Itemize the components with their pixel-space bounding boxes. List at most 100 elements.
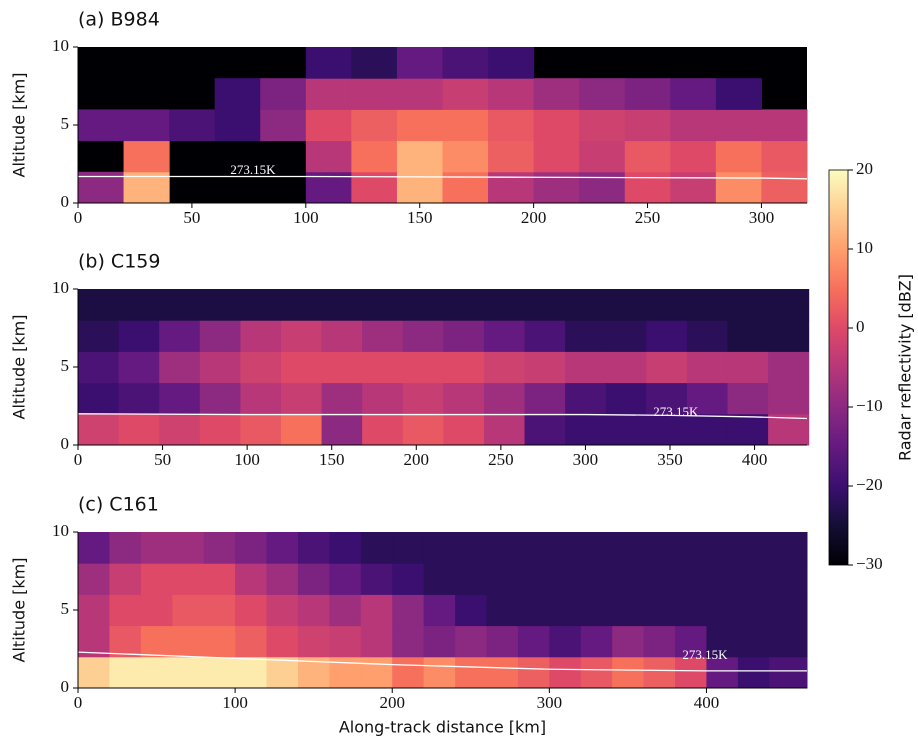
heatmap-cell: [670, 78, 717, 110]
heatmap-cell: [392, 656, 425, 689]
colorbar-tick-label: 20: [856, 159, 873, 178]
heatmap-cell: [235, 532, 268, 564]
heatmap-cell: [351, 47, 398, 79]
heatmap-cell: [305, 109, 352, 142]
heatmap-cell: [266, 563, 299, 595]
heatmap-cell: [565, 320, 607, 352]
heatmap-cell: [580, 563, 613, 595]
heatmap-cell: [524, 320, 566, 352]
heatmap-cell: [686, 413, 729, 446]
heatmap-cell: [402, 382, 444, 415]
heatmap-cell: [769, 656, 808, 689]
heatmap-cell: [579, 78, 626, 110]
heatmap-cell: [579, 171, 626, 204]
heatmap-cell: [486, 532, 519, 564]
heatmap-cell: [580, 625, 613, 658]
heatmap-cell: [686, 351, 729, 384]
y-tick-label: 10: [52, 36, 69, 55]
heatmap-cell: [761, 109, 808, 142]
heatmap-cell: [646, 320, 688, 352]
heatmap-cell: [392, 594, 425, 627]
heatmap-cell: [646, 351, 688, 384]
heatmap-cell: [362, 320, 404, 352]
x-tick-label: 100: [222, 693, 248, 712]
colorbar-tick-label: −20: [856, 475, 883, 494]
heatmap-cell: [675, 532, 707, 564]
heatmap-cell: [768, 413, 810, 446]
heatmap-cell: [686, 289, 729, 321]
heatmap-cell: [769, 594, 808, 627]
heatmap-cell: [280, 413, 323, 446]
heatmap-cell: [769, 532, 808, 564]
y-tick-label: 0: [61, 677, 70, 696]
heatmap-cell: [612, 594, 645, 627]
heatmap-cell: [140, 563, 173, 595]
heatmap-cell: [260, 109, 307, 142]
y-tick-label: 5: [61, 599, 70, 618]
heatmap-cell: [768, 351, 810, 384]
heatmap-cell: [159, 289, 201, 321]
x-tick-label: 0: [74, 208, 83, 227]
heatmap-cell: [670, 109, 717, 142]
heatmap-cell: [442, 78, 489, 110]
heatmap-cell: [605, 382, 647, 415]
heatmap-cell: [517, 563, 550, 595]
heatmap-cell: [517, 625, 550, 658]
heatmap-cell: [280, 382, 323, 415]
heatmap-cell: [360, 594, 393, 627]
heatmap-cell: [605, 320, 647, 352]
heatmap-cell: [715, 171, 762, 204]
heatmap-cell: [321, 351, 363, 384]
colorbar-tick-label: 10: [856, 238, 873, 257]
heatmap-cell: [78, 289, 120, 321]
colorbar: [828, 169, 849, 566]
heatmap-cell: [321, 382, 363, 415]
y-tick-label: 5: [61, 356, 70, 375]
heatmap-cell: [565, 289, 607, 321]
heatmap-cell: [423, 563, 456, 595]
heatmap-cell: [199, 289, 241, 321]
heatmap-cell: [140, 625, 173, 658]
heatmap-cell: [443, 289, 485, 321]
heatmap-cell: [396, 47, 443, 79]
heatmap-cell: [329, 625, 362, 658]
heatmap-cell: [280, 289, 323, 321]
x-axis-label: Along-track distance [km]: [339, 718, 546, 737]
heatmap-cell: [455, 532, 487, 564]
heatmap-cell: [443, 351, 485, 384]
heatmap-cell: [423, 594, 456, 627]
heatmap-cell: [643, 532, 676, 564]
heatmap-cell: [78, 563, 110, 595]
heatmap-cell: [297, 594, 330, 627]
heatmap-cell: [580, 532, 613, 564]
heatmap-cell: [329, 532, 362, 564]
heatmap-cell: [172, 625, 205, 658]
heatmap-cell: [483, 320, 526, 352]
heatmap-cell: [761, 171, 808, 204]
heatmap-cell: [329, 594, 362, 627]
heatmap-cell: [118, 320, 160, 352]
heatmap-cell: [727, 351, 769, 384]
heatmap-cell: [533, 78, 580, 110]
x-tick-label: 0: [74, 693, 83, 712]
heatmap-cell: [199, 320, 241, 352]
heatmap-cell: [580, 656, 613, 689]
heatmap-cell: [203, 563, 236, 595]
heatmap-cell: [329, 563, 362, 595]
heatmap-cell: [297, 625, 330, 658]
heatmap-cell: [612, 563, 645, 595]
heatmap-cell: [706, 656, 739, 689]
heatmap-cell: [169, 109, 216, 142]
heatmap-cell: [235, 563, 268, 595]
heatmap-cell: [305, 78, 352, 110]
heatmap-cell: [362, 413, 404, 446]
heatmap-cell: [524, 289, 566, 321]
heatmap-cell: [362, 289, 404, 321]
heatmap-cell: [109, 563, 142, 595]
heatmap-cell: [203, 656, 236, 689]
heatmap-cell: [423, 625, 456, 658]
heatmap-cell: [624, 171, 671, 204]
heatmap-cell: [260, 78, 307, 110]
heatmap-cell: [159, 351, 201, 384]
x-tick-label: 200: [521, 208, 547, 227]
